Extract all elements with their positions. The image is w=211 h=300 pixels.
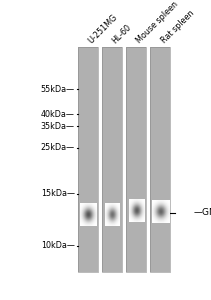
Bar — [78, 46, 98, 272]
Bar — [78, 46, 98, 272]
Bar — [150, 46, 170, 272]
Text: Rat spleen: Rat spleen — [159, 9, 196, 45]
Text: Mouse spleen: Mouse spleen — [135, 0, 180, 45]
Text: 25kDa—: 25kDa— — [41, 143, 75, 152]
Text: —GNG10: —GNG10 — [193, 208, 211, 217]
Text: 10kDa—: 10kDa— — [41, 241, 75, 250]
Bar — [126, 46, 146, 272]
Text: 35kDa—: 35kDa— — [41, 122, 75, 131]
Bar — [126, 46, 146, 272]
Text: HL-60: HL-60 — [111, 22, 133, 45]
Bar — [150, 46, 170, 272]
Text: U-251MG: U-251MG — [87, 12, 119, 45]
Bar — [102, 46, 122, 272]
Text: 55kDa—: 55kDa— — [41, 85, 75, 94]
Text: 15kDa—: 15kDa— — [41, 189, 75, 198]
Text: 40kDa—: 40kDa— — [41, 110, 75, 118]
Bar — [102, 46, 122, 272]
